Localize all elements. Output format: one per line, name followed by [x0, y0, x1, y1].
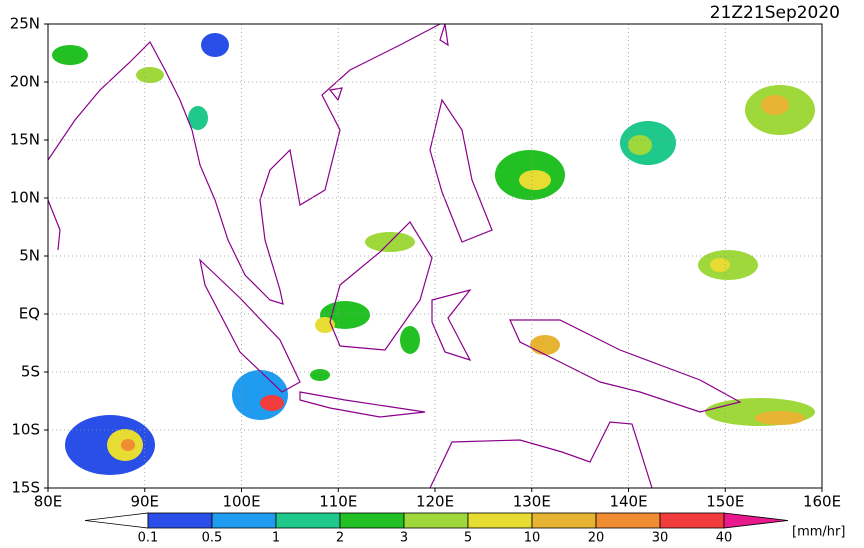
colorbar-segment — [403, 512, 469, 529]
colorbar-segment — [275, 512, 341, 529]
lat-label: 20N — [10, 73, 40, 91]
lon-label: 120E — [416, 493, 454, 511]
lat-label: 15S — [11, 479, 40, 497]
colorbar-label: 40 — [716, 531, 733, 545]
coastlines — [47, 23, 742, 489]
lon-label: 80E — [34, 493, 63, 511]
colorbar-segment — [659, 512, 725, 529]
colorbar-below — [84, 512, 149, 529]
lon-label: 90E — [130, 493, 159, 511]
lon-label: 100E — [222, 493, 260, 511]
colorbar-label: 20 — [588, 531, 605, 545]
colorbar-segment — [147, 512, 213, 529]
rain-areas — [52, 33, 815, 475]
colorbar-label: 3 — [400, 531, 408, 545]
lon-label: 130E — [513, 493, 551, 511]
colorbar-label: 2 — [336, 531, 344, 545]
colorbar-segment — [595, 512, 661, 529]
colorbar-segment — [531, 512, 597, 529]
lon-label: 140E — [609, 493, 647, 511]
lat-label: 5S — [21, 363, 40, 381]
lat-label: 10N — [10, 189, 40, 207]
lat-label: EQ — [19, 305, 40, 323]
lat-label: 25N — [10, 15, 40, 33]
lon-label: 110E — [319, 493, 357, 511]
colorbar-label: 10 — [524, 531, 541, 545]
timestamp: 21Z21Sep2020 — [710, 3, 840, 23]
colorbar-segment — [211, 512, 277, 529]
colorbar-unit: [mm/hr] — [792, 525, 845, 540]
lat-label: 15N — [10, 131, 40, 149]
colorbar-segment — [339, 512, 405, 529]
colorbar-label: 0.5 — [202, 531, 223, 545]
lon-label: 150E — [706, 493, 744, 511]
colorbar-label: 5 — [464, 531, 472, 545]
colorbar-label: 0.1 — [138, 531, 159, 545]
lon-label: 160E — [803, 493, 841, 511]
colorbar-label: 1 — [272, 531, 280, 545]
colorbar-above — [723, 512, 789, 529]
lat-label: 10S — [11, 421, 40, 439]
colorbar-segment — [467, 512, 533, 529]
lat-label: 5N — [19, 247, 40, 265]
colorbar-label: 30 — [652, 531, 669, 545]
graticule — [48, 24, 822, 488]
